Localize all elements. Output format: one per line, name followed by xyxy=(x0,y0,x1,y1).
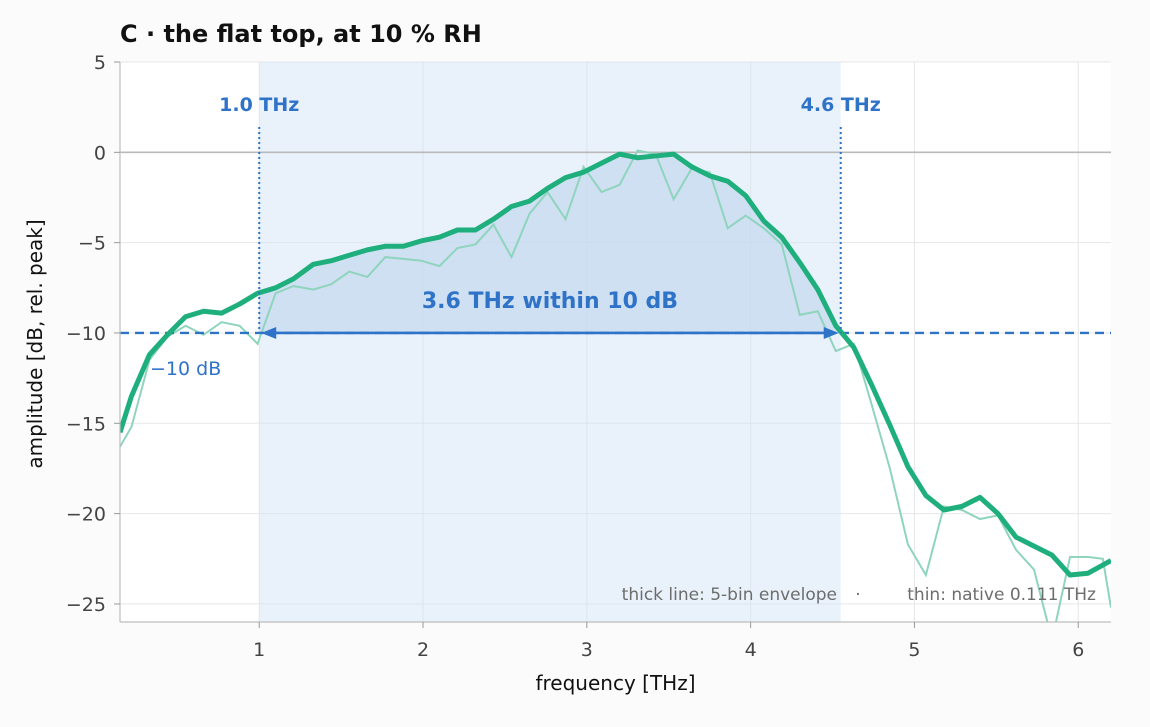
band-end-label: 4.6 THz xyxy=(801,94,881,116)
plot-area: 1 2 3 4 5 6 5 0 −5 −10 −15 −20 −25 frequency [THz] amp… xyxy=(23,52,1111,695)
x-tick-label-5: 6 xyxy=(1072,639,1084,661)
y-tick-label-4: −15 xyxy=(66,413,106,435)
within-band-area xyxy=(259,154,841,333)
span-arrow-left-head xyxy=(261,326,277,339)
band-start-label: 1.0 THz xyxy=(219,94,299,116)
x-tick-label-1: 2 xyxy=(417,639,429,661)
chart-title: C · the flat top, at 10 % RH xyxy=(120,20,482,48)
y-tick-label-2: −5 xyxy=(78,233,106,255)
span-annotation: 3.6 THz within 10 dB xyxy=(422,289,678,314)
threshold-label: −10 dB xyxy=(150,358,221,380)
x-tick-label-0: 1 xyxy=(253,639,265,661)
y-tick-label-6: −25 xyxy=(66,594,106,616)
x-tick-label-3: 4 xyxy=(745,639,757,661)
footnote-native: thin: native 0.111 THz xyxy=(907,585,1096,605)
y-axis-label: amplitude [dB, rel. peak] xyxy=(23,219,47,468)
footnote-envelope: thick line: 5-bin envelope xyxy=(622,585,837,605)
y-tick-label-5: −20 xyxy=(66,504,106,526)
x-tick-label-2: 3 xyxy=(581,639,593,661)
band-highlight xyxy=(259,62,841,622)
y-tick-label-1: 0 xyxy=(94,142,106,164)
span-arrow-right-head xyxy=(823,326,839,339)
y-tick-label-0: 5 xyxy=(94,52,106,74)
envelope-series-line xyxy=(120,151,1111,578)
footnote-separator: · xyxy=(855,585,860,605)
x-tick-label-4: 5 xyxy=(908,639,920,661)
y-tick-label-3: −10 xyxy=(66,323,106,345)
x-axis-label: frequency [THz] xyxy=(535,671,695,695)
